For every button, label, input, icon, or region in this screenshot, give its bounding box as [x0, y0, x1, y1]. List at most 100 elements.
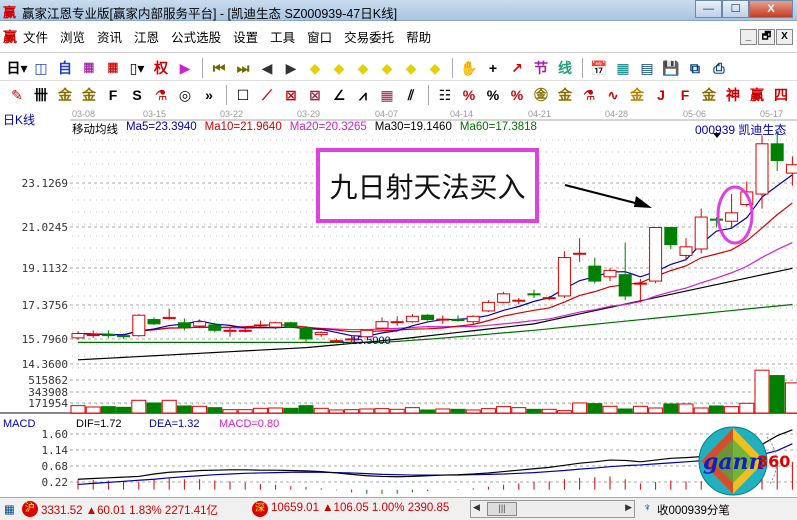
- volume-bar: [328, 409, 344, 414]
- right-icon[interactable]: ◆: [333, 59, 345, 76]
- volume-bar: [70, 405, 86, 414]
- shrink-icon[interactable]: ◆: [381, 59, 393, 76]
- menu-trade[interactable]: 交易委托: [344, 31, 395, 45]
- table-icon[interactable]: ☷: [438, 86, 452, 103]
- scroll-left-icon[interactable]: ◀: [473, 502, 480, 512]
- volume-tick: 171954: [28, 397, 68, 410]
- shen-fan-icon[interactable]: 神: [726, 86, 740, 103]
- calendar-icon[interactable]: ▦: [4, 504, 15, 516]
- cycle9-icon[interactable]: 𝄜: [108, 59, 118, 76]
- report-icon[interactable]: ▤: [640, 59, 654, 76]
- network-icon[interactable]: ⧉: [690, 59, 700, 76]
- date-label: 03-29: [297, 109, 320, 119]
- mdi-minimize-button[interactable]: _: [740, 29, 757, 45]
- fan-icon[interactable]: ⟋: [262, 86, 272, 103]
- signal-icon: ♆: [643, 502, 652, 514]
- tick-detail-label[interactable]: 收000939分笔: [657, 505, 730, 517]
- rocket-icon[interactable]: ⚗: [154, 86, 168, 103]
- gold1-icon[interactable]: 金: [58, 86, 72, 103]
- mdi-close-button[interactable]: X: [776, 29, 793, 45]
- macd-tick: 0.68: [42, 460, 69, 473]
- candle-type-icon[interactable]: ▯▾: [129, 59, 145, 76]
- more-icon[interactable]: »: [205, 86, 213, 103]
- hand-icon[interactable]: ✋: [460, 59, 478, 76]
- crosshair-icon[interactable]: +: [488, 59, 498, 76]
- zoom-in-icon[interactable]: ◆: [405, 59, 417, 76]
- parallel-icon[interactable]: ⫽: [407, 86, 415, 103]
- mdi-restore-button[interactable]: 🗗: [758, 29, 775, 45]
- print-icon[interactable]: ⎙: [713, 59, 725, 76]
- last-icon[interactable]: ⏭: [236, 59, 250, 76]
- weight-icon[interactable]: 权: [154, 59, 168, 76]
- grid-icon[interactable]: 卌: [34, 86, 48, 103]
- expand-icon[interactable]: ◆: [357, 59, 369, 76]
- circle-icon[interactable]: ◎: [178, 86, 192, 103]
- volume-bar: [541, 408, 557, 414]
- pct-lines-icon[interactable]: %: [510, 86, 524, 103]
- wave2-icon[interactable]: ∿: [607, 86, 619, 103]
- percent-icon[interactable]: %: [486, 86, 500, 103]
- menu-settings[interactable]: 设置: [233, 31, 259, 45]
- prev-icon[interactable]: ◀: [261, 59, 273, 76]
- section-icon[interactable]: 节: [534, 59, 548, 76]
- flag-icon[interactable]: ▶: [179, 59, 191, 76]
- pct-line-icon[interactable]: %: [462, 86, 476, 103]
- minimize-button[interactable]: —: [695, 0, 722, 18]
- rocket2-icon[interactable]: ⚗: [582, 86, 596, 103]
- volume-bar: [526, 408, 542, 414]
- calendar-icon[interactable]: 📅: [590, 59, 608, 76]
- gold-lines-icon[interactable]: 金: [558, 86, 572, 103]
- calculator-icon[interactable]: ▦: [616, 59, 630, 76]
- first-icon[interactable]: ⏮: [212, 59, 226, 76]
- fan3-icon[interactable]: ⊠: [309, 86, 321, 103]
- app-logo: 赢: [3, 5, 17, 20]
- maximize-button[interactable]: ☐: [722, 0, 749, 18]
- zoom-out-icon[interactable]: ◆: [429, 59, 441, 76]
- angle-icon[interactable]: ∠: [332, 86, 346, 103]
- stock-name: 000939 凯迪生态: [695, 123, 787, 137]
- scroll-right-icon[interactable]: ▶: [625, 502, 632, 512]
- next-icon[interactable]: ▶: [285, 59, 297, 76]
- candle-body: [299, 327, 313, 340]
- four-fan-icon[interactable]: 四: [774, 86, 788, 103]
- f-fan-icon[interactable]: F: [680, 86, 690, 103]
- gold-fan-icon[interactable]: 金: [702, 86, 716, 103]
- cycle3-icon[interactable]: 𝄜: [84, 59, 94, 76]
- spiral-icon[interactable]: S: [132, 86, 142, 103]
- grid2-icon[interactable]: ▦: [380, 86, 394, 103]
- date-label: 05-17: [760, 109, 783, 119]
- box-icon[interactable]: ☐: [236, 86, 250, 103]
- scroll-thumb[interactable]: |||: [487, 502, 517, 516]
- kline-icon[interactable]: ◫: [34, 59, 48, 76]
- horizontal-scrollbar[interactable]: ◀ ||| ▶: [470, 500, 635, 518]
- menu-tools[interactable]: 工具: [270, 31, 296, 45]
- menu-news[interactable]: 资讯: [97, 31, 123, 45]
- price-tick: 23.1269: [22, 177, 68, 190]
- line-icon[interactable]: 线: [558, 59, 572, 76]
- menu-help[interactable]: 帮助: [406, 31, 432, 45]
- pen-icon[interactable]: ✎: [11, 86, 23, 103]
- f-tool-icon[interactable]: F: [108, 86, 118, 103]
- fan2-icon[interactable]: ⊠: [285, 86, 297, 103]
- gold3-icon[interactable]: 金: [630, 86, 644, 103]
- candle-body: [177, 322, 191, 328]
- logo-text-gann: gann: [703, 449, 765, 475]
- candle-body: [436, 318, 450, 321]
- left-icon[interactable]: ◆: [309, 59, 321, 76]
- self-select-icon[interactable]: 自: [58, 59, 72, 76]
- gold-circle-icon[interactable]: ㊎: [534, 86, 548, 103]
- wave-icon[interactable]: ⩘: [359, 86, 367, 103]
- menu-file[interactable]: 文件: [23, 31, 49, 45]
- j-fan-icon[interactable]: J: [657, 86, 665, 103]
- gold2-icon[interactable]: 金: [82, 86, 96, 103]
- ying-fan-icon[interactable]: 赢: [750, 86, 764, 103]
- close-button[interactable]: X: [749, 0, 793, 18]
- menu-gann[interactable]: 江恩: [134, 31, 160, 45]
- status-bar: ▦ 沪 3331.52 ▲60.01 1.83% 2271.41亿 深 1065…: [0, 497, 797, 520]
- save-icon[interactable]: 💾: [662, 59, 680, 76]
- menu-window[interactable]: 窗口: [307, 31, 333, 45]
- line-draw-icon[interactable]: ↗: [511, 59, 523, 76]
- period-select[interactable]: 日▾: [6, 59, 28, 76]
- menu-formula[interactable]: 公式选股: [171, 31, 222, 45]
- menu-browse[interactable]: 浏览: [60, 31, 86, 45]
